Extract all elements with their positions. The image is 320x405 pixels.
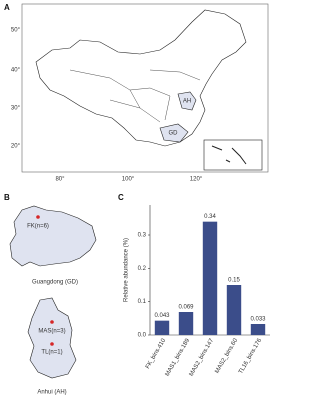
site-dot — [50, 320, 54, 324]
y-tick-label: 0.1 — [138, 299, 147, 305]
x-tick-label: MAS2_bins.60 — [214, 337, 239, 374]
inset-frame — [203, 139, 263, 171]
value-label: 0.069 — [178, 305, 194, 311]
lat-label: 20° — [11, 144, 21, 150]
site-dot — [50, 342, 54, 346]
province-label: GD — [169, 131, 179, 137]
x-tick-label: TL16_bins.176 — [238, 337, 263, 375]
lat-label: 30° — [11, 106, 21, 112]
bar — [154, 320, 170, 335]
bar — [178, 312, 194, 335]
figure: A AH GD 50° 40° 30° 20° 80° 100° 120° B … — [4, 3, 270, 396]
x-tick-label: MAS1_bins.189 — [165, 337, 192, 377]
bar — [202, 221, 218, 335]
bar — [226, 285, 242, 335]
province-borders — [69, 69, 201, 123]
x-tick-label: FK_bins.410 — [145, 337, 167, 370]
value-label: 0.34 — [204, 214, 216, 220]
y-axis-label: Relative abundance (%) — [124, 238, 130, 302]
anhui-map — [27, 297, 77, 379]
site-dot — [36, 215, 40, 219]
value-label: 0.043 — [154, 313, 170, 319]
province-label: AH — [183, 99, 191, 105]
province-ah — [177, 91, 197, 111]
guangdong-map — [9, 205, 97, 267]
panel-label: C — [118, 193, 124, 202]
lon-label: 120° — [190, 177, 203, 183]
panel-label: B — [4, 193, 10, 202]
lon-label: 100° — [122, 177, 135, 183]
lat-label: 40° — [11, 68, 21, 74]
value-label: 0.033 — [250, 317, 266, 323]
province-gd — [159, 123, 189, 143]
y-tick-label: 0.2 — [138, 266, 147, 272]
site-label: FK(n=6) — [27, 224, 49, 230]
x-tick-label: MAS2_bins.147 — [189, 337, 216, 377]
site-label: TL(n=1) — [41, 350, 62, 356]
value-label: 0.15 — [228, 278, 240, 284]
panel-label: A — [4, 3, 10, 12]
lat-label: 50° — [11, 28, 21, 34]
lon-label: 80° — [55, 177, 65, 183]
map-caption: Anhui (AH) — [37, 390, 66, 396]
y-tick-label: 0.0 — [138, 333, 147, 339]
site-label: MAS(n=3) — [38, 329, 65, 335]
china-outline — [35, 9, 247, 147]
bar — [250, 324, 266, 335]
y-tick-label: 0.3 — [138, 233, 147, 239]
inset-islands — [211, 145, 247, 165]
map-caption: Guangdong (GD) — [32, 280, 78, 286]
